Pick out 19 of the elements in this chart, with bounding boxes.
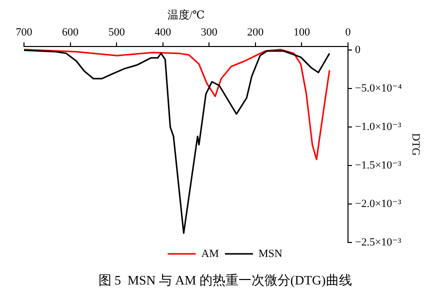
x-tick-label: 400	[154, 26, 172, 39]
x-tick-label: 0	[345, 26, 352, 39]
x-tick-label: 300	[200, 26, 218, 39]
x-axis-title: 温度/℃	[167, 8, 205, 22]
legend-label: AM	[201, 248, 220, 260]
y-tick-label: −1.0×10⁻³	[355, 120, 402, 133]
y-tick-label: −2.0×10⁻³	[355, 198, 402, 210]
y-axis-title: DTG	[410, 133, 422, 156]
y-tick-label: −2.5×10⁻³	[355, 236, 402, 248]
x-tick-label: 100	[293, 26, 310, 39]
y-tick-label: 0	[355, 44, 361, 56]
y-tick-label: −5.0×10⁻⁴	[355, 82, 402, 95]
x-tick-label: 600	[62, 26, 80, 39]
y-tick-label: −1.5×10⁻³	[355, 159, 402, 172]
x-tick-label: 700	[16, 26, 33, 39]
x-tick-label: 500	[108, 26, 126, 39]
legend-label: MSN	[258, 248, 282, 260]
text: 图 5 MSN 与 AM 的热重一次微分(DTG)曲线	[98, 272, 352, 288]
x-tick-label: 200	[247, 26, 264, 39]
